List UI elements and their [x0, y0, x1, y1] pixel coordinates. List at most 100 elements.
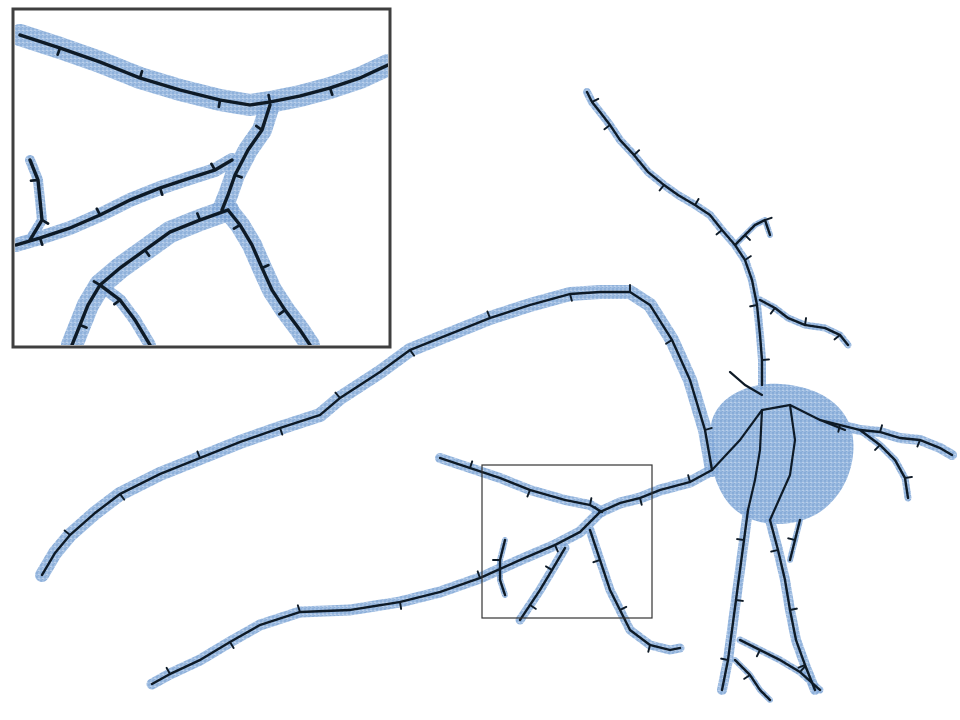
- spine-marker: [694, 198, 700, 206]
- spine-marker: [770, 549, 779, 553]
- spine-marker: [165, 666, 171, 675]
- inset-dendrite-left-skeleton: [15, 158, 234, 247]
- spine-marker: [916, 439, 921, 448]
- inset-frame: [11, 7, 392, 349]
- spine-marker: [95, 207, 102, 217]
- dendrite-mid-down-skeleton: [588, 528, 682, 652]
- spine-marker: [789, 607, 798, 611]
- spine-marker: [797, 664, 806, 669]
- spine-marker: [526, 489, 531, 498]
- spine-marker: [119, 493, 126, 501]
- inset-dendrite-diag-skeleton: [220, 103, 272, 212]
- spine-marker: [56, 46, 62, 56]
- soma-skeleton: [746, 408, 764, 512]
- dendrite-mid-left-skeleton: [518, 546, 567, 622]
- spine-marker: [769, 307, 776, 315]
- spine-marker: [38, 236, 44, 247]
- dendrite-lower-left-skeleton: [150, 468, 714, 686]
- spine-marker: [278, 308, 287, 316]
- inset-dendrite-fork-skeleton: [98, 283, 152, 345]
- spine-marker: [874, 444, 881, 451]
- spine-marker: [749, 304, 758, 308]
- spine-marker: [334, 391, 341, 399]
- dendrite-lower-d-skeleton: [733, 658, 772, 702]
- spine-marker: [409, 349, 416, 357]
- soma-skeleton: [728, 370, 764, 397]
- dendrite-long-upper-skeleton: [40, 290, 714, 577]
- spine-marker: [63, 529, 71, 536]
- spine-marker: [267, 93, 272, 104]
- spine-marker: [469, 460, 474, 469]
- spine-marker: [399, 601, 403, 610]
- spine-marker: [296, 604, 301, 613]
- spine-marker: [476, 570, 481, 579]
- spine-marker: [799, 665, 806, 673]
- spine-marker: [833, 334, 841, 341]
- spine-marker: [736, 538, 745, 541]
- spine-marker: [647, 644, 651, 653]
- spine-marker: [603, 124, 611, 131]
- spine-marker: [260, 263, 270, 270]
- spine-marker: [665, 339, 673, 345]
- spine-marker: [658, 184, 665, 192]
- spine-marker: [232, 223, 242, 230]
- soma-skeleton: [710, 403, 847, 472]
- dendrite-top-fork-skeleton: [733, 218, 772, 247]
- spine-marker: [879, 424, 883, 433]
- dendrite-right-lower-skeleton: [858, 428, 910, 500]
- spine-marker: [764, 216, 773, 221]
- soma-skeleton: [768, 403, 797, 522]
- spine-marker: [904, 476, 913, 479]
- spine-marker: [735, 599, 744, 602]
- spine-marker: [29, 178, 40, 183]
- inset-dendrite-right-skeleton: [226, 208, 312, 345]
- spine-marker: [138, 69, 144, 80]
- spine-marker: [569, 293, 573, 302]
- spine-marker: [143, 248, 151, 258]
- spine-marker: [545, 565, 553, 571]
- spine-marker: [113, 298, 122, 306]
- spine-marker: [554, 544, 559, 553]
- inset-dendrite-lower-skeleton: [70, 208, 230, 345]
- spine-marker: [704, 427, 713, 431]
- spine-marker: [254, 124, 264, 132]
- spine-marker: [158, 186, 164, 197]
- spine-marker: [619, 605, 628, 611]
- spine-marker: [744, 255, 752, 261]
- dendrite-mid-down-cloud: [585, 525, 685, 655]
- spine-marker: [715, 229, 723, 236]
- spine-marker: [755, 649, 761, 658]
- soma-cloud: [709, 383, 854, 524]
- spine-marker: [78, 323, 88, 329]
- dendrite-small-left-skeleton: [498, 538, 507, 597]
- spine-marker: [744, 234, 751, 241]
- spine-marker: [196, 212, 202, 222]
- spine-marker: [589, 497, 593, 506]
- spine-marker: [591, 97, 600, 103]
- spine-marker: [196, 450, 201, 459]
- zoom-region-box: [481, 464, 653, 619]
- spine-marker: [687, 474, 691, 483]
- spine-marker: [804, 317, 807, 326]
- dendrite-right-skeleton: [818, 418, 954, 457]
- spine-marker: [787, 537, 796, 541]
- spine-marker: [229, 641, 235, 649]
- inset-skeleton-layer: [15, 33, 388, 345]
- spine-marker: [633, 149, 641, 156]
- spine-marker: [529, 604, 537, 610]
- skeleton-layer: [40, 90, 954, 702]
- spine-marker: [743, 674, 751, 680]
- spine-marker: [210, 162, 217, 172]
- spine-marker: [233, 173, 243, 179]
- spine-marker: [217, 98, 222, 109]
- spine-marker: [40, 218, 50, 225]
- spine-marker: [592, 559, 601, 564]
- inset-dendrite-small-skeleton: [28, 158, 44, 242]
- spine-marker: [486, 310, 491, 319]
- inset-panel: [11, 7, 392, 349]
- spine-marker: [328, 86, 334, 97]
- spine-marker: [720, 657, 729, 661]
- spine-marker: [279, 427, 284, 436]
